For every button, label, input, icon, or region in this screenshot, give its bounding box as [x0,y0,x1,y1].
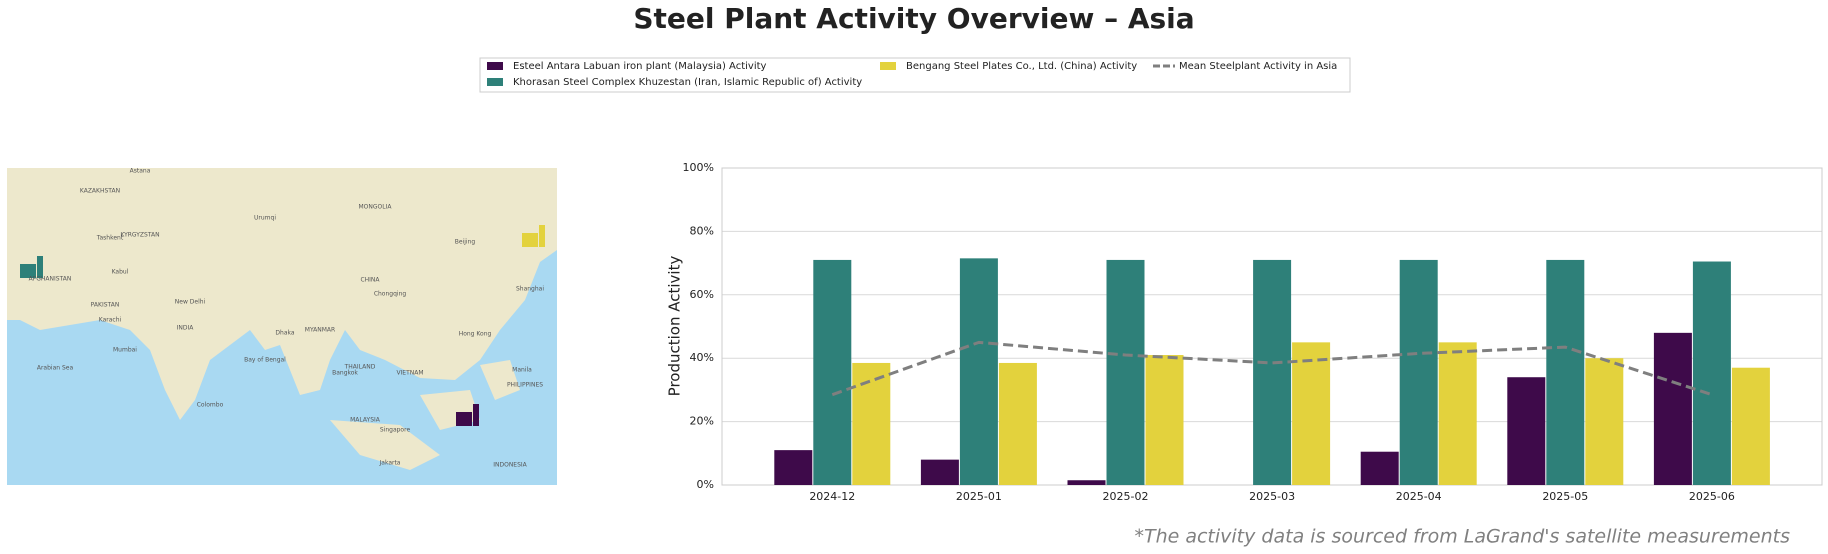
map-label: INDIA [177,325,195,332]
y-tick-label: 40% [690,351,714,364]
bar [998,362,1037,485]
legend-swatch [880,62,896,70]
map-label: CHINA [360,277,380,284]
legend-label: Khorasan Steel Complex Khuzestan (Iran, … [513,77,862,88]
legend-label: Bengang Steel Plates Co., Ltd. (China) A… [906,61,1137,72]
x-tick-label: 2025-04 [1396,490,1442,503]
bar [959,258,998,485]
legend-label: Esteel Antara Labuan iron plant (Malaysi… [513,61,767,72]
bar [1360,451,1399,485]
y-tick-label: 80% [690,224,714,237]
bar [1399,259,1438,485]
map-label: Hong Kong [459,331,492,338]
footnote: *The activity data is sourced from LaGra… [1134,526,1790,548]
map-label: AFGHANISTAN [29,276,72,283]
marker-china [522,225,545,247]
map-label: Tashkent [96,235,124,242]
map-label: Jakarta [379,460,401,467]
bar [1067,480,1106,485]
chart-title: Steel Plant Activity Overview – Asia [633,2,1194,35]
mean-line [831,340,1713,397]
map-land [7,168,557,420]
legend-swatch [487,78,503,86]
bar [1653,332,1692,485]
legend-box [479,57,1351,93]
x-tick-label: 2025-06 [1689,490,1735,503]
map-label: Urumqi [254,215,276,222]
map-label: Kabul [112,269,129,276]
map-label: Dhaka [275,330,294,337]
y-tick-label: 60% [690,288,714,301]
map-islands [330,360,520,470]
y-tick-label: 0% [697,478,714,491]
bar [852,362,891,485]
map-label: PAKISTAN [91,302,120,309]
map-label: VIETNAM [396,370,423,377]
map-label: Mumbai [113,347,137,354]
bar [1546,259,1585,485]
map-label: Arabian Sea [37,365,74,372]
x-tick-label: 2025-01 [956,490,1002,503]
bar [1145,355,1184,485]
bar [920,459,959,485]
legend-label: Mean Steelplant Activity in Asia [1179,61,1337,72]
map-label: Shanghai [516,286,544,293]
map-label: INDONESIA [493,462,527,469]
map-label: Singapore [380,427,411,434]
map-label: MYANMAR [305,327,335,334]
map: KAZAKHSTAN MONGOLIA CHINA INDIA AFGHANISTAN P… [7,168,557,485]
y-tick-label: 20% [690,415,714,428]
map-label: New Delhi [175,299,206,306]
x-tick-label: 2025-02 [1103,490,1149,503]
map-label: Karachi [99,317,122,324]
bar [813,259,852,485]
y-axis-label: Production Activity [666,256,684,397]
map-label: Chongqing [374,291,407,298]
marker-malaysia [456,404,479,426]
bar [774,450,813,485]
map-label: MALAYSIA [350,417,381,424]
map-label: Beijing [455,239,476,246]
map-label: THAILAND [344,364,376,371]
map-label: KYRGYZSTAN [120,232,159,239]
map-label: KAZAKHSTAN [80,188,120,195]
map-label: MONGOLIA [359,204,393,211]
x-tick-label: 2025-05 [1542,490,1588,503]
bar [1585,358,1624,485]
bar [1507,377,1546,485]
map-label: Bay of Bengal [244,357,286,364]
bar [1731,367,1770,485]
map-label: Astana [130,168,151,175]
bar [1692,261,1731,485]
map-label: Manila [512,367,532,374]
x-tick-label: 2025-03 [1249,490,1295,503]
map-label: PHILIPPINES [507,382,543,389]
bar [1438,342,1477,485]
marker-iran [20,256,43,278]
bar [1106,259,1145,485]
legend-swatch [487,62,503,70]
x-tick-label: 2024-12 [809,490,855,503]
bar [1292,342,1331,485]
bar [1253,259,1292,485]
y-tick-label: 100% [683,161,714,174]
map-label: Colombo [197,402,224,409]
map-label: Bangkok [332,370,358,377]
